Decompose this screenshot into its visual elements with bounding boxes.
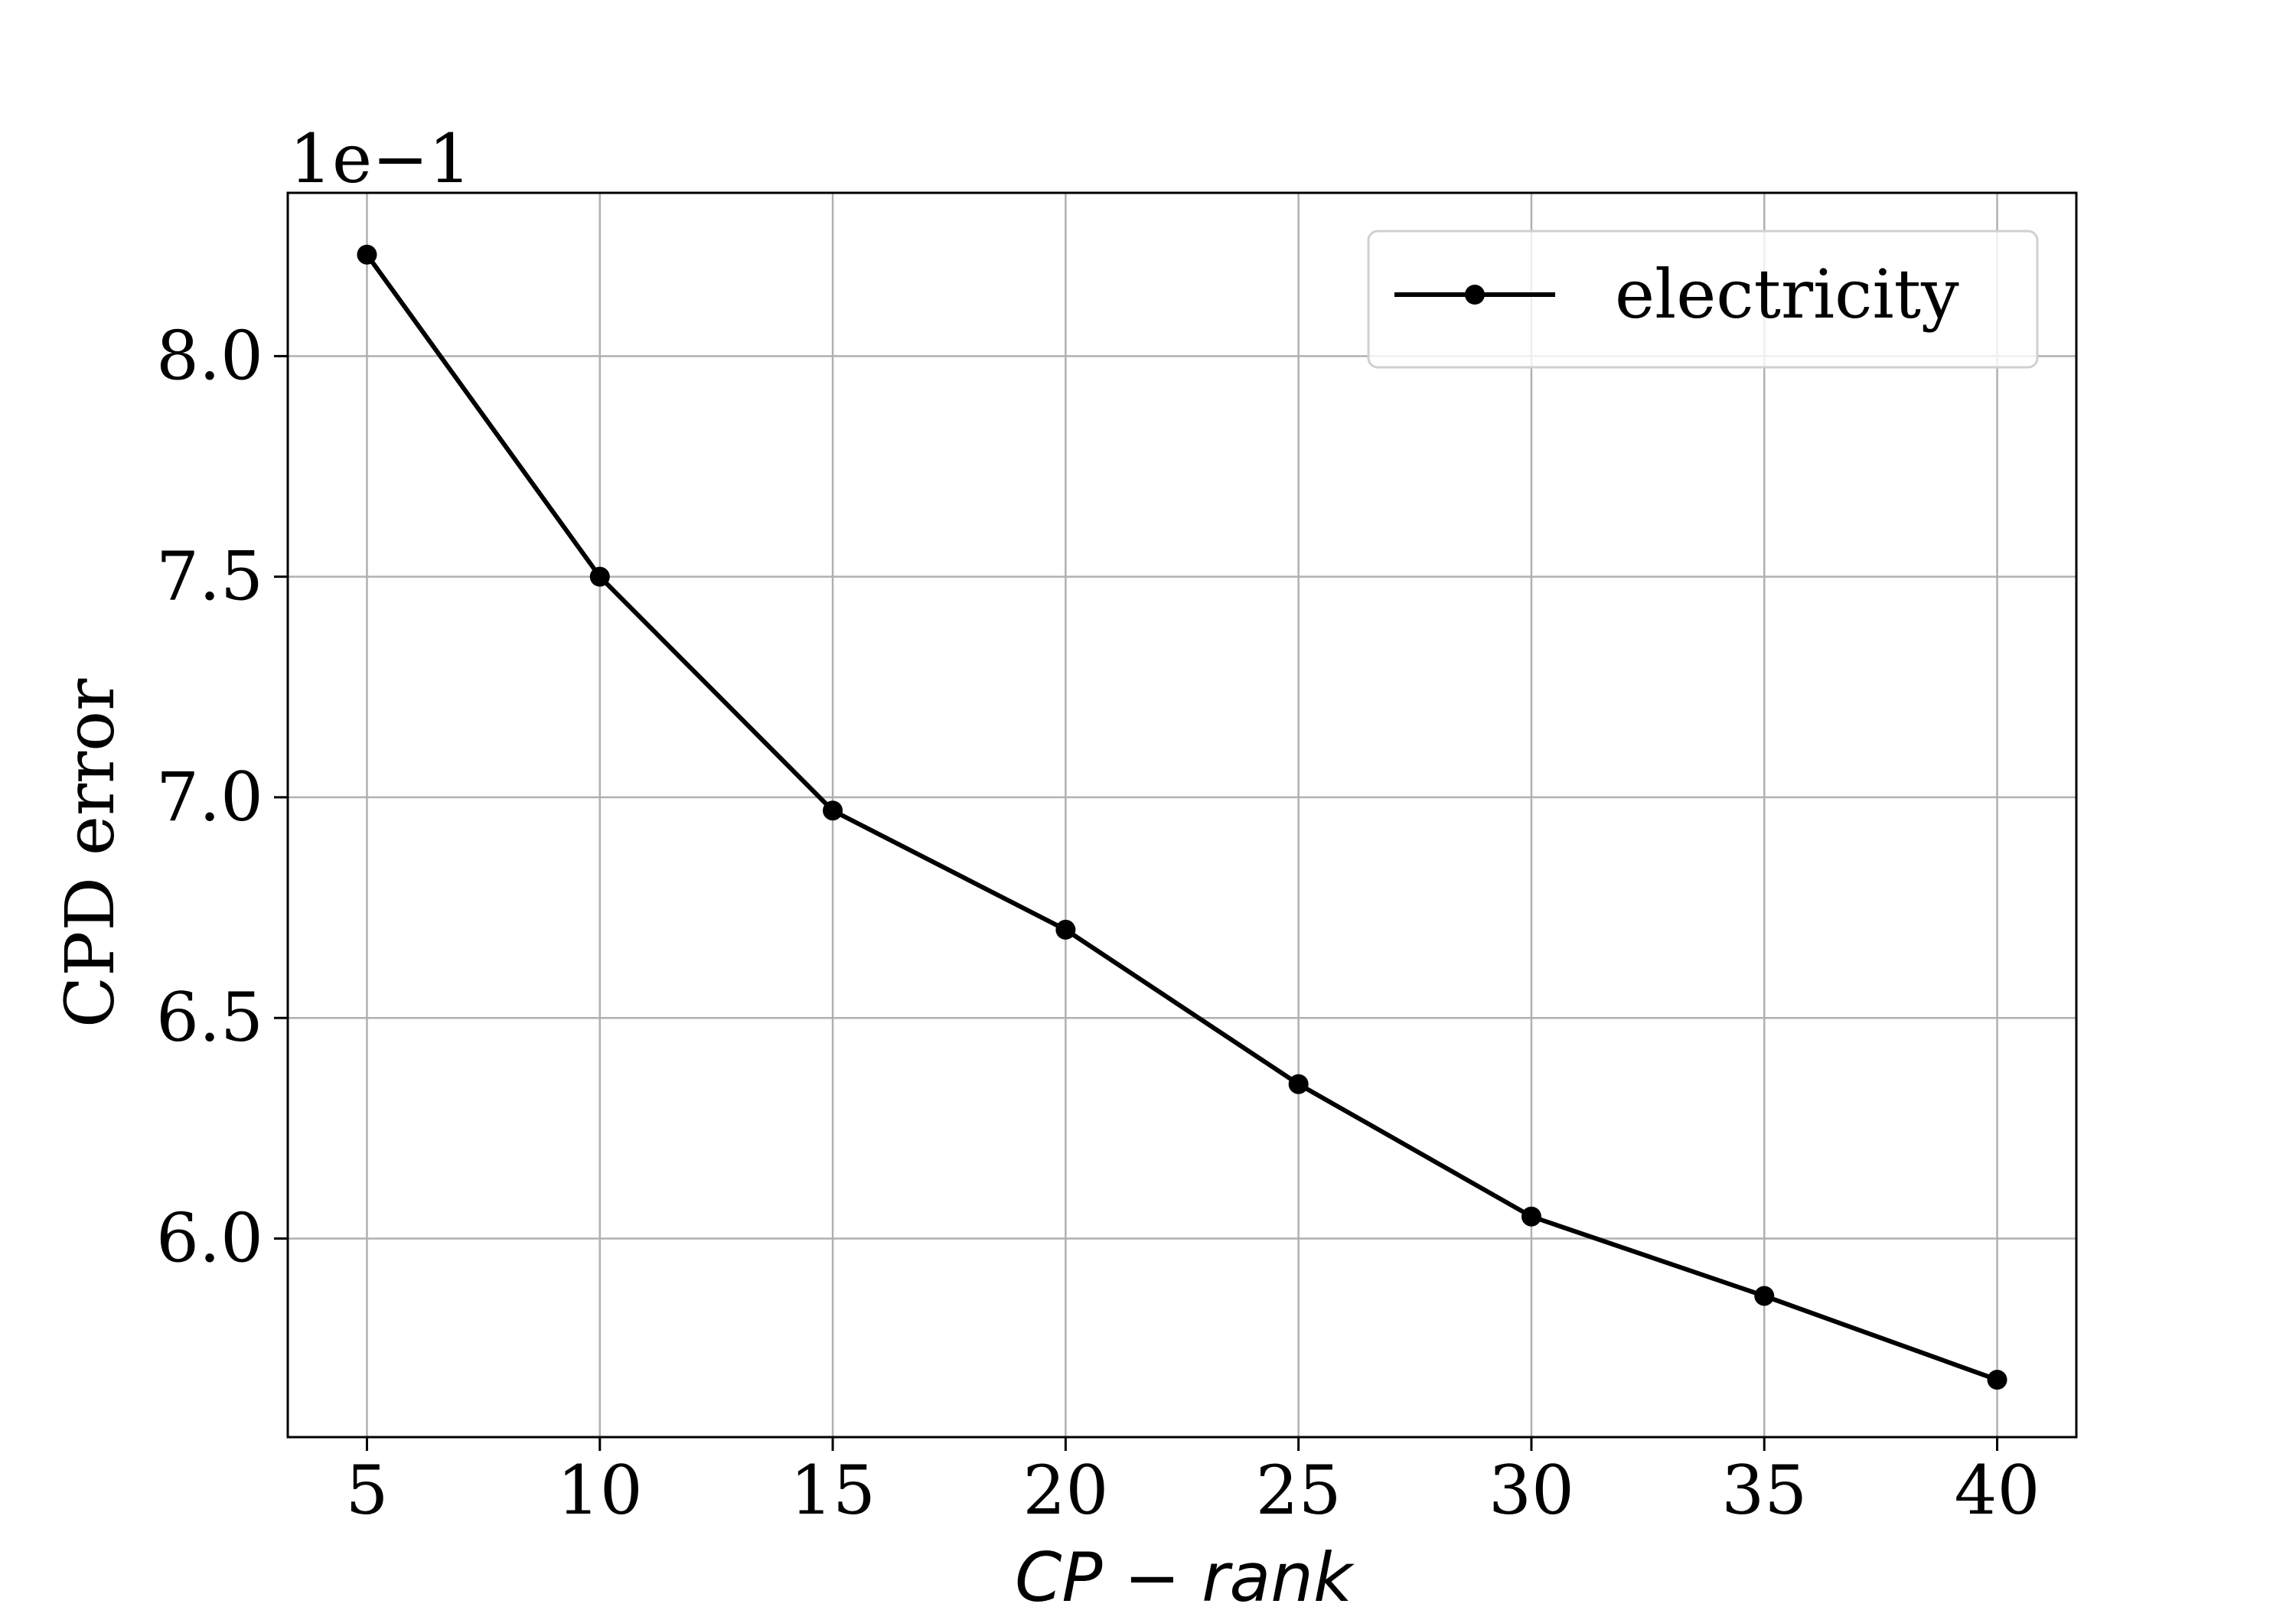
data-point bbox=[823, 800, 843, 821]
y-tick-label: 7.0 bbox=[156, 758, 263, 836]
x-tick-label: 30 bbox=[1489, 1451, 1574, 1530]
data-point bbox=[1521, 1206, 1541, 1227]
x-tick-label: 5 bbox=[345, 1451, 388, 1530]
y-axis-label: CPD error bbox=[51, 678, 129, 1028]
y-axis-ticks: 6.0 6.5 7.0 7.5 8.0 bbox=[156, 316, 288, 1278]
y-tick-label: 8.0 bbox=[156, 316, 263, 395]
data-point bbox=[1987, 1370, 2007, 1390]
data-point bbox=[357, 244, 377, 265]
legend-marker-swatch bbox=[1465, 285, 1485, 305]
y-tick-label: 6.5 bbox=[156, 978, 263, 1057]
x-tick-label: 10 bbox=[557, 1451, 643, 1530]
data-point bbox=[1288, 1074, 1309, 1094]
x-axis-label: CP − rank bbox=[1015, 1538, 1355, 1607]
data-point bbox=[1055, 919, 1076, 940]
x-tick-label: 25 bbox=[1256, 1451, 1342, 1530]
x-tick-label: 15 bbox=[790, 1451, 876, 1530]
legend-entry-electricity: electricity bbox=[1615, 255, 1959, 334]
x-tick-label: 35 bbox=[1721, 1451, 1807, 1530]
x-tick-label: 40 bbox=[1955, 1451, 2040, 1530]
grid-lines bbox=[288, 193, 2076, 1437]
series-line-electricity bbox=[365, 253, 1998, 1382]
legend: electricity bbox=[1367, 230, 2039, 369]
y-offset-label: 1e−1 bbox=[289, 119, 471, 198]
data-point bbox=[589, 566, 610, 587]
series-layer bbox=[357, 244, 2007, 1390]
legend-box bbox=[1367, 230, 2039, 369]
x-tick-label: 20 bbox=[1022, 1451, 1108, 1530]
plot-frame bbox=[286, 191, 2078, 1439]
y-tick-label: 6.0 bbox=[156, 1199, 263, 1278]
data-point bbox=[1754, 1286, 1775, 1306]
y-tick-label: 7.5 bbox=[156, 537, 263, 616]
x-axis-ticks: 5 10 15 20 25 30 35 40 bbox=[345, 1437, 2040, 1530]
